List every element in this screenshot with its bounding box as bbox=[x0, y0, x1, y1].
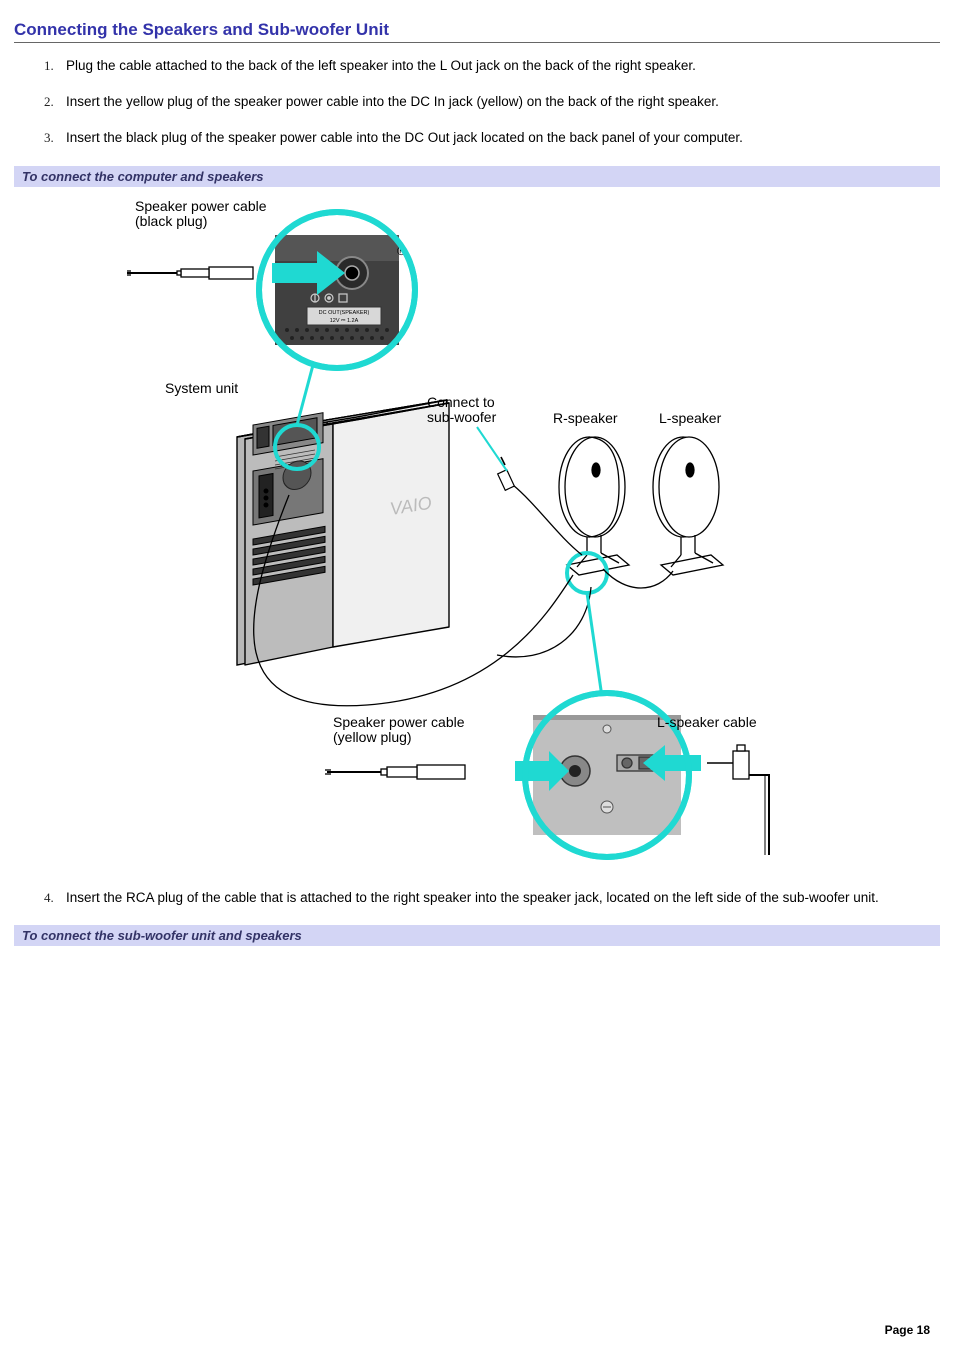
label-r-speaker: R-speaker bbox=[553, 411, 618, 426]
label-l-speaker: L-speaker bbox=[659, 411, 721, 426]
step-number: 3. bbox=[44, 129, 66, 147]
step-text: Plug the cable attached to the back of t… bbox=[66, 57, 936, 75]
step-item: 2. Insert the yellow plug of the speaker… bbox=[44, 93, 936, 111]
step-item: 4. Insert the RCA plug of the cable that… bbox=[44, 889, 936, 907]
port-label-line1: DC OUT(SPEAKER) bbox=[319, 310, 370, 316]
svg-text:12V ⎓ 1.2A: 12V ⎓ 1.2A bbox=[330, 318, 359, 324]
label-power-black: Speaker power cable (black plug) bbox=[135, 199, 267, 230]
step-number: 1. bbox=[44, 57, 66, 75]
connection-diagram: DC OUT(SPEAKER) 12V ⎓ 1.2A ® bbox=[117, 195, 837, 875]
step-number: 2. bbox=[44, 93, 66, 111]
label-system-unit: System unit bbox=[165, 381, 238, 396]
step-text: Insert the yellow plug of the speaker po… bbox=[66, 93, 936, 111]
page-number: Page 18 bbox=[885, 1323, 930, 1337]
label-connect-subwoofer: Connect to sub-woofer bbox=[427, 395, 496, 426]
step-item: 3. Insert the black plug of the speaker … bbox=[44, 129, 936, 147]
step-text: Insert the RCA plug of the cable that is… bbox=[66, 889, 936, 907]
step-number: 4. bbox=[44, 889, 66, 907]
step-item: 1. Plug the cable attached to the back o… bbox=[44, 57, 936, 75]
step-text: Insert the black plug of the speaker pow… bbox=[66, 129, 936, 147]
steps-group-2: 4. Insert the RCA plug of the cable that… bbox=[14, 889, 940, 907]
steps-group-1: 1. Plug the cable attached to the back o… bbox=[14, 57, 940, 148]
figure-caption-1: To connect the computer and speakers bbox=[14, 166, 940, 187]
label-power-yellow: Speaker power cable (yellow plug) bbox=[333, 715, 465, 746]
page-title: Connecting the Speakers and Sub-woofer U… bbox=[14, 20, 940, 43]
figure-caption-2: To connect the sub-woofer unit and speak… bbox=[14, 925, 940, 946]
label-l-speaker-cable: L-speaker cable bbox=[657, 715, 757, 730]
